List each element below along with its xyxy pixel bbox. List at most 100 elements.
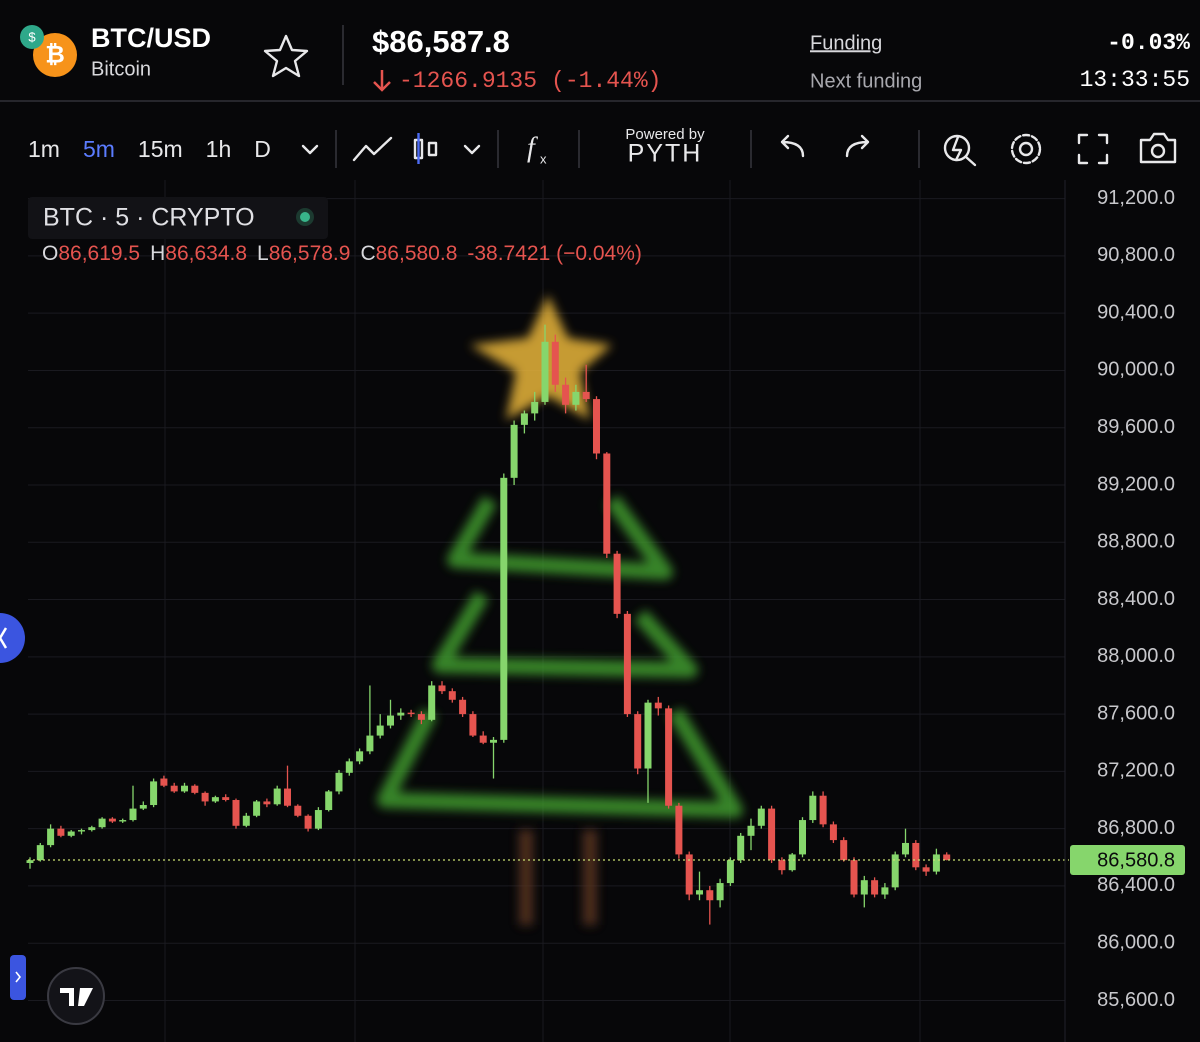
y-tick-label: 87,200.0	[1097, 760, 1175, 782]
favorite-star[interactable]	[263, 34, 309, 78]
interval-button[interactable]: 15m	[138, 136, 183, 162]
ohlc-value: 86,580.8	[376, 242, 458, 265]
y-tick-label: 90,400.0	[1097, 301, 1175, 323]
candle-body	[181, 785, 188, 792]
price: $86,587.8	[372, 24, 510, 59]
symbol: BTC/USD	[91, 23, 211, 53]
candle-body	[294, 805, 302, 816]
y-tick-label: 89,600.0	[1097, 416, 1175, 438]
settings-icon	[1010, 133, 1042, 165]
candle-body	[757, 808, 765, 826]
candle-body	[922, 867, 930, 872]
powered-by: Powered by	[625, 126, 705, 143]
candle-body	[531, 401, 539, 414]
candle-chart-button[interactable]	[413, 133, 438, 164]
candle-body	[459, 699, 467, 715]
candle-body	[541, 341, 549, 402]
candle-body	[201, 792, 209, 802]
settings-button[interactable]	[1010, 133, 1042, 165]
candle-body	[572, 391, 580, 405]
btc-icon	[33, 33, 77, 77]
candle-body	[881, 887, 889, 895]
candle-body	[726, 860, 734, 884]
candle-body	[191, 785, 199, 793]
interval-dropdown[interactable]	[301, 144, 319, 155]
y-tick-label: 90,800.0	[1097, 244, 1175, 266]
candle-body	[850, 860, 858, 895]
undo-button[interactable]	[780, 134, 805, 158]
redo-button[interactable]	[845, 134, 870, 158]
candle-body	[593, 399, 600, 454]
y-tick-label: 86,400.0	[1097, 874, 1175, 896]
candle-body	[26, 860, 34, 864]
interval-button[interactable]: 1m	[28, 136, 60, 162]
tv-logo[interactable]	[47, 967, 105, 1025]
y-tick-label: 89,200.0	[1097, 473, 1175, 495]
panel-tab[interactable]	[10, 955, 26, 1000]
indicators-button[interactable]: f	[527, 132, 538, 163]
tv-logo-mark	[60, 988, 93, 1006]
candle-body	[716, 883, 724, 901]
candle-body	[479, 735, 487, 743]
ohlc-key: C	[360, 242, 375, 265]
candle-body	[685, 854, 693, 895]
collapse-arrow	[0, 627, 8, 649]
candle-body	[665, 708, 673, 806]
candle-body	[912, 842, 920, 868]
alert-button[interactable]	[943, 134, 977, 167]
y-tick-label: 90,000.0	[1097, 359, 1175, 381]
candle-body	[520, 413, 528, 425]
toolbar: f x Powered by PYTH 1m 5m 15m 1h D	[28, 126, 1177, 168]
y-tick-label: 86,800.0	[1097, 817, 1175, 839]
header: ₿ $ BTC/USD Bitcoin $86,587.8 -1266.9135…	[0, 23, 1200, 102]
candle-body	[88, 827, 96, 831]
y-tick-label: 88,800.0	[1097, 531, 1175, 553]
candle-body	[47, 828, 55, 846]
candle-body	[78, 830, 85, 832]
line-chart-button[interactable]	[352, 136, 393, 162]
alert-icon	[951, 135, 977, 167]
last-price-tag	[1070, 845, 1185, 876]
usd-badge	[20, 25, 44, 49]
candle-body	[654, 702, 662, 709]
collapse-button[interactable]	[0, 613, 25, 663]
indicators-sub: x	[540, 151, 547, 166]
screenshot-button[interactable]	[1139, 132, 1177, 164]
candle-body	[932, 854, 940, 872]
candle-body	[428, 685, 436, 720]
panel-tab-arrow	[15, 971, 22, 983]
chart-type-dropdown[interactable]	[463, 144, 481, 155]
candle-body	[253, 801, 261, 816]
y-tick-label: 91,200.0	[1097, 187, 1175, 209]
interval-button[interactable]: 1h	[206, 136, 232, 162]
btc-glyph: ₿	[45, 41, 65, 68]
candle-body	[160, 778, 168, 786]
price-change: -1266.9135 (-1.44%)	[399, 68, 661, 94]
candle-body	[284, 788, 291, 806]
candle-body	[366, 735, 374, 752]
ohlc-key: H	[150, 242, 165, 265]
candle-body	[809, 795, 817, 821]
candle-body	[840, 840, 848, 861]
tree-branches	[377, 495, 743, 818]
tree-trunk	[519, 830, 597, 925]
candle-body	[98, 818, 106, 828]
candle-body	[799, 820, 806, 855]
change-percent: (-1.44%)	[551, 68, 661, 94]
last-price-label: 86,580.8	[1097, 849, 1175, 871]
y-tick-label: 85,600.0	[1097, 989, 1175, 1011]
fullscreen-button[interactable]	[1077, 133, 1109, 165]
candle-body	[335, 772, 343, 792]
legend-ohlc: O86,619.5 H86,634.8 L86,578.9 C86,580.8 -38.…	[42, 242, 642, 265]
interval-button[interactable]: 5m	[83, 136, 115, 162]
legend-bg	[28, 197, 328, 239]
candle-body	[943, 854, 951, 861]
candle-body	[737, 835, 745, 861]
interval-button[interactable]: D	[254, 136, 271, 162]
candle-body	[36, 845, 44, 861]
funding-link[interactable]: Funding	[810, 32, 882, 54]
candle-body	[67, 831, 75, 836]
candle-body	[675, 805, 683, 855]
candle-body	[634, 714, 642, 769]
